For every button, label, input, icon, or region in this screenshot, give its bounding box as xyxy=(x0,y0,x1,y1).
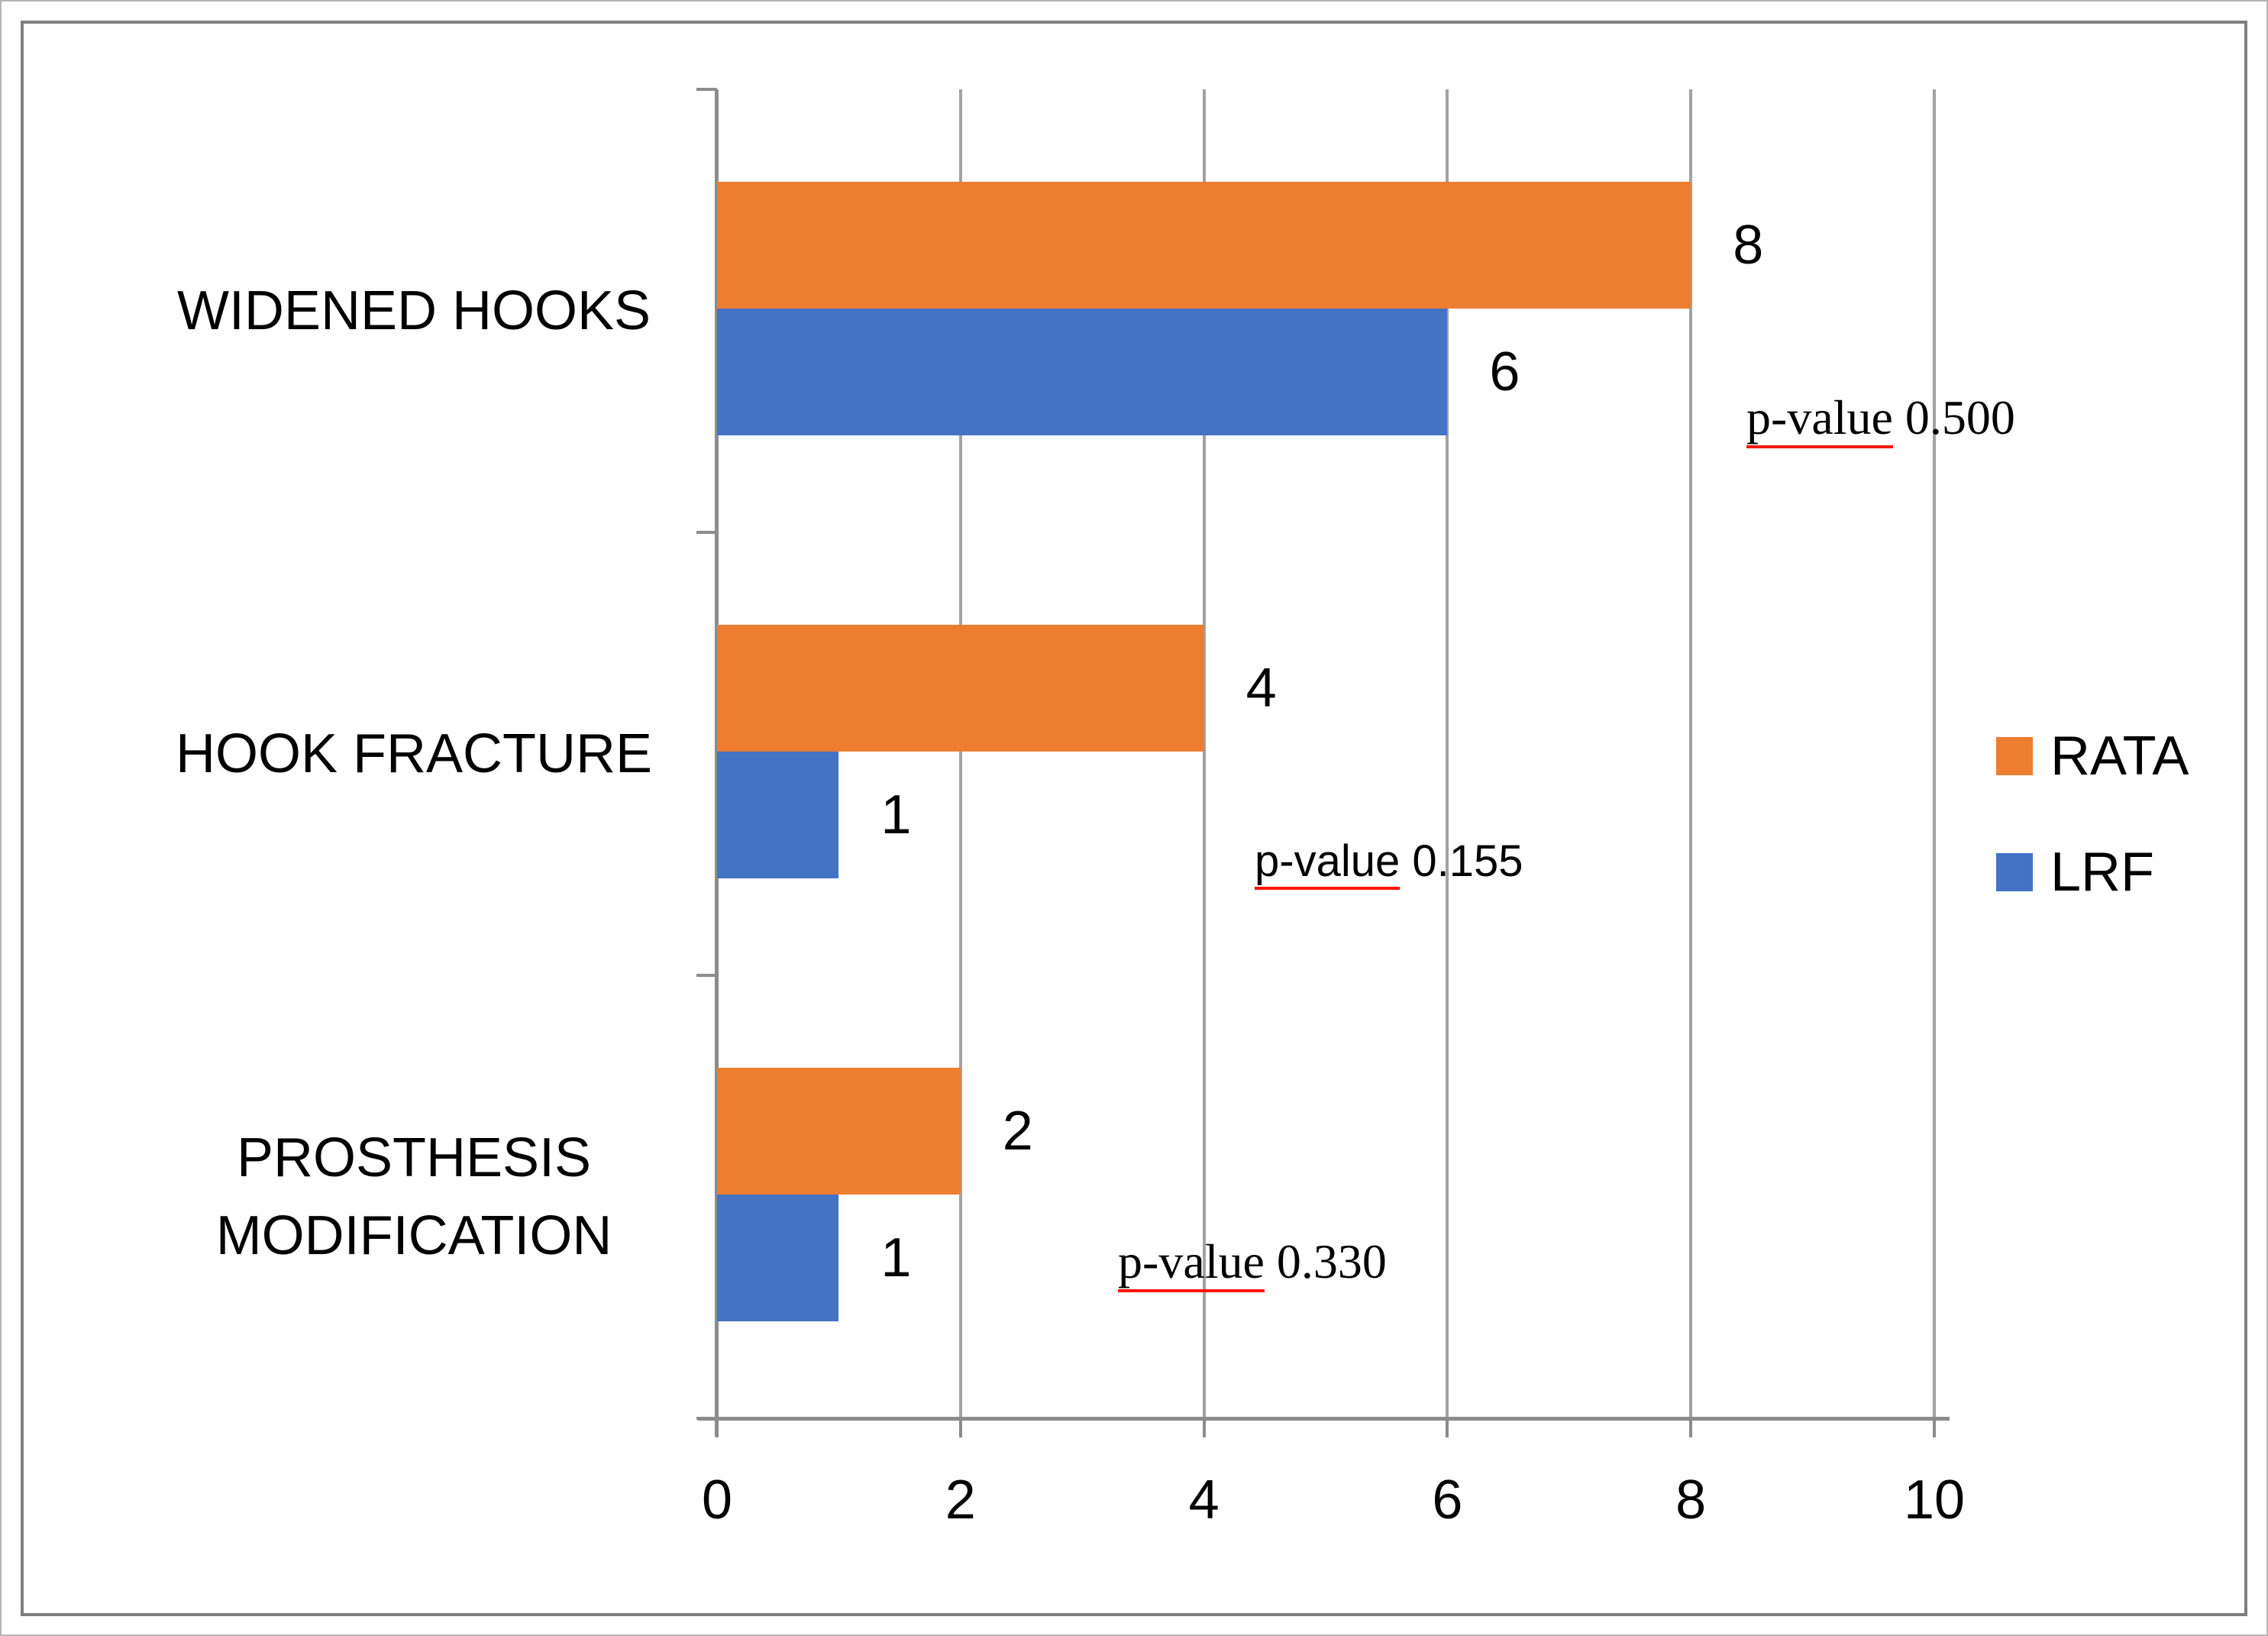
x-tick-label-2: 2 xyxy=(945,1469,976,1531)
p-value-word: p-value xyxy=(1746,390,1893,448)
bar-lrf-hook-fracture xyxy=(717,752,839,878)
x-tick-label-4: 4 xyxy=(1188,1469,1220,1531)
y-axis-tick-3 xyxy=(696,1417,717,1420)
y-axis-tick-1 xyxy=(696,531,717,534)
data-label-lrf-prosthesis-modification: 1 xyxy=(880,1227,912,1288)
bar-rata-widened-hooks xyxy=(717,182,1691,309)
bar-lrf-widened-hooks xyxy=(717,309,1448,435)
x-axis-tick-2 xyxy=(958,1418,962,1437)
x-axis-tick-4 xyxy=(1202,1418,1206,1437)
gridline-2 xyxy=(958,89,962,1418)
p-value-annotation-widened-hooks: p-value 0.500 xyxy=(1746,390,2015,448)
data-label-rata-prosthesis-modification: 2 xyxy=(1002,1101,1033,1162)
p-value-annotation-prosthesis-modification: p-value 0.330 xyxy=(1118,1234,1387,1292)
bar-rata-prosthesis-modification xyxy=(717,1068,961,1195)
legend-label-lrf: LRF xyxy=(2050,842,2155,903)
category-label-widened-hooks: WIDENED HOOKS xyxy=(176,280,651,341)
p-value-annotation-hook-fracture: p-value 0.155 xyxy=(1255,836,1523,890)
category-label-hook-fracture: HOOK FRACTURE xyxy=(175,723,653,784)
x-axis-tick-8 xyxy=(1689,1418,1693,1437)
gridline-6 xyxy=(1446,89,1449,1418)
x-tick-label-8: 8 xyxy=(1675,1469,1707,1531)
y-axis-line xyxy=(715,89,719,1437)
data-label-lrf-widened-hooks: 6 xyxy=(1489,341,1520,403)
p-value-number: 0.500 xyxy=(1892,390,2015,445)
x-tick-label-10: 10 xyxy=(1903,1469,1966,1531)
x-tick-label-6: 6 xyxy=(1432,1469,1463,1531)
x-tick-label-0: 0 xyxy=(701,1469,733,1531)
p-value-word: p-value xyxy=(1255,836,1401,890)
y-axis-tick-0 xyxy=(696,88,717,91)
gridline-10 xyxy=(1933,89,1936,1418)
data-label-rata-widened-hooks: 8 xyxy=(1733,215,1764,276)
x-axis-tick-10 xyxy=(1933,1418,1936,1437)
legend-swatch-rata xyxy=(1996,737,2033,775)
x-axis-line xyxy=(698,1417,1950,1421)
bar-lrf-prosthesis-modification xyxy=(717,1195,839,1321)
gridline-4 xyxy=(1202,89,1206,1418)
legend-label-rata: RATA xyxy=(2050,726,2189,787)
p-value-number: 0.155 xyxy=(1400,836,1523,886)
p-value-word: p-value xyxy=(1118,1234,1265,1292)
p-value-number: 0.330 xyxy=(1264,1234,1387,1288)
y-axis-tick-2 xyxy=(696,974,717,977)
x-axis-tick-6 xyxy=(1446,1418,1449,1437)
bar-rata-hook-fracture xyxy=(717,625,1204,752)
category-label-prosthesis-modification: PROSTHESIS MODIFICATION xyxy=(215,1127,612,1266)
data-label-rata-hook-fracture: 4 xyxy=(1245,658,1277,719)
legend-swatch-lrf xyxy=(1996,853,2033,891)
gridline-8 xyxy=(1689,89,1693,1418)
data-label-lrf-hook-fracture: 1 xyxy=(880,784,912,845)
x-axis-tick-0 xyxy=(716,1418,719,1437)
